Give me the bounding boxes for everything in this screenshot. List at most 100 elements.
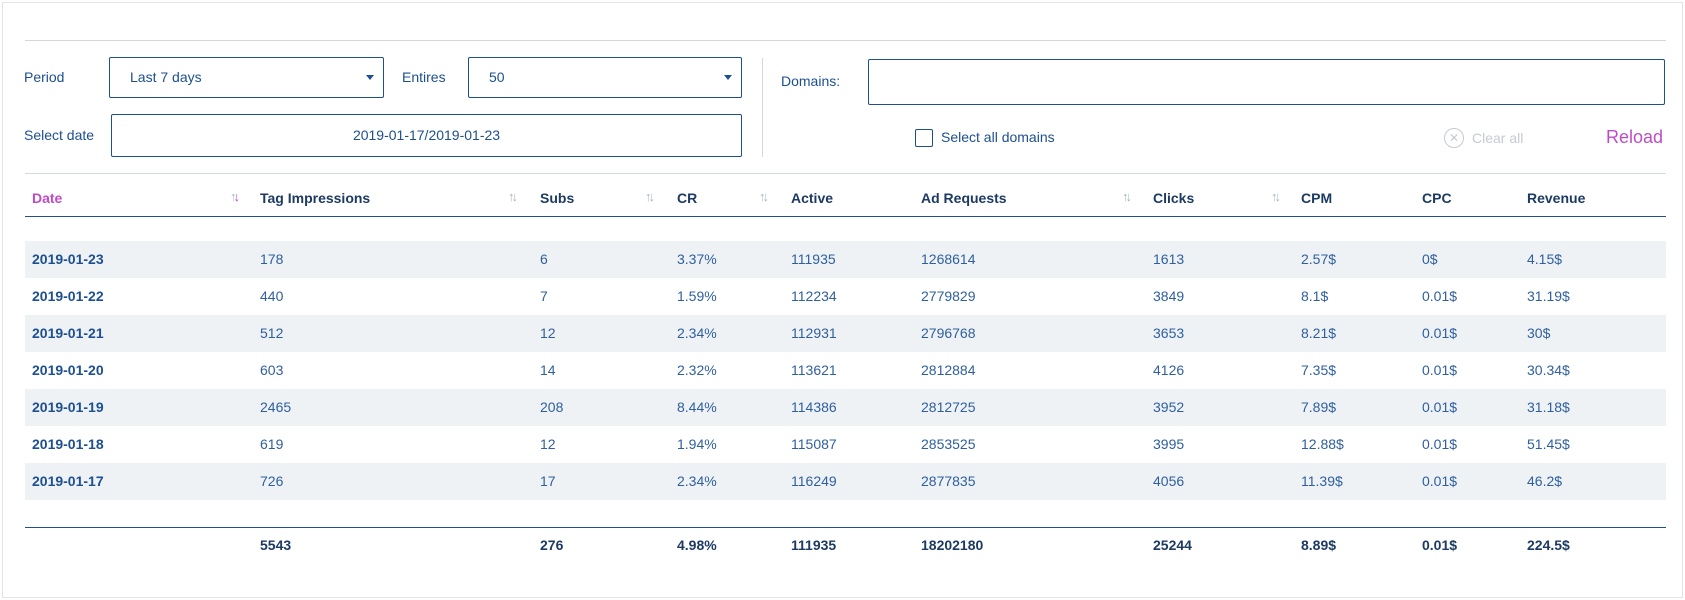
- cell-ad-requests: 2853525: [921, 436, 976, 452]
- select-all-domains-label[interactable]: Select all domains: [941, 129, 1055, 145]
- column-header-subs[interactable]: Subs: [540, 190, 575, 206]
- domains-input[interactable]: [868, 59, 1665, 105]
- column-header-ad-requests[interactable]: Ad Requests: [921, 190, 1007, 206]
- cell-cpc: 0.01$: [1422, 362, 1458, 378]
- cell-revenue: 31.18$: [1527, 399, 1570, 415]
- sort-icon[interactable]: ↑↓: [759, 189, 769, 204]
- cell-cpc: 0.01$: [1422, 288, 1458, 304]
- cell-tag-impressions: 512: [260, 325, 284, 341]
- cell-subs: 17: [540, 473, 556, 489]
- table-top-divider: [25, 173, 1666, 174]
- cell-cpm: 2.57$: [1301, 251, 1337, 267]
- cell-cr: 2.34%: [677, 325, 717, 341]
- table-row: 2019-01-22 440 7 1.59% 112234 2779829 3849 8.1$…: [25, 278, 1666, 315]
- select-date-label: Select date: [24, 127, 95, 143]
- column-header-active: Active: [791, 190, 834, 206]
- cell-cpc: 0.01$: [1422, 473, 1458, 489]
- reload-button[interactable]: Reload: [1606, 127, 1664, 147]
- table-row: 2019-01-20 603 14 2.32% 113621 2812884 4126 7.3…: [25, 352, 1666, 389]
- cell-subs: 7: [540, 288, 548, 304]
- cell-active: 115087: [791, 436, 837, 452]
- cell-date: 2019-01-23: [32, 251, 104, 267]
- cell-cr: 3.37%: [677, 251, 717, 267]
- cell-active: 114386: [791, 399, 837, 415]
- cell-ad-requests: 1268614: [921, 251, 976, 267]
- clear-all-label: Clear all: [1472, 130, 1524, 146]
- date-range-input[interactable]: 2019-01-17/2019-01-23: [111, 114, 742, 157]
- table-header-divider: [25, 216, 1666, 217]
- column-header-clicks[interactable]: Clicks: [1153, 190, 1195, 206]
- column-header-revenue: Revenue: [1527, 190, 1586, 206]
- cell-subs: 6: [540, 251, 548, 267]
- chevron-down-icon: [366, 75, 374, 80]
- total-cpc: 0.01$: [1422, 537, 1458, 553]
- cell-clicks: 3653: [1153, 325, 1185, 341]
- cell-date: 2019-01-22: [32, 288, 104, 304]
- entries-select-value: 50: [489, 69, 505, 85]
- period-select-value: Last 7 days: [130, 69, 202, 85]
- table-row: 2019-01-17 726 17 2.34% 116249 2877835 4056 11.…: [25, 463, 1666, 500]
- cell-revenue: 30$: [1527, 325, 1551, 341]
- cell-ad-requests: 2796768: [921, 325, 976, 341]
- select-all-domains-checkbox[interactable]: [915, 129, 933, 147]
- column-header-tag-impressions[interactable]: Tag Impressions: [260, 190, 371, 206]
- period-select[interactable]: Last 7 days: [109, 57, 384, 98]
- cell-active: 113621: [791, 362, 837, 378]
- cell-date: 2019-01-21: [32, 325, 104, 341]
- period-label: Period: [24, 69, 65, 85]
- cell-subs: 12: [540, 325, 556, 341]
- sort-icon[interactable]: ↑↓: [508, 189, 518, 204]
- total-ad-requests: 18202180: [921, 537, 984, 553]
- table-row: 2019-01-21 512 12 2.34% 112931 2796768 3653 8.2…: [25, 315, 1666, 352]
- table-footer-divider: [25, 527, 1666, 528]
- cell-ad-requests: 2812884: [921, 362, 976, 378]
- cell-revenue: 31.19$: [1527, 288, 1570, 304]
- clear-all-button[interactable]: ✕ Clear all: [1444, 128, 1523, 148]
- cell-revenue: 4.15$: [1527, 251, 1563, 267]
- cell-clicks: 4056: [1153, 473, 1185, 489]
- entries-label: Entires: [402, 69, 446, 85]
- cell-cpm: 7.35$: [1301, 362, 1337, 378]
- cell-cpc: 0.01$: [1422, 436, 1458, 452]
- cell-subs: 14: [540, 362, 556, 378]
- cell-cpm: 7.89$: [1301, 399, 1337, 415]
- cell-clicks: 3849: [1153, 288, 1185, 304]
- cell-tag-impressions: 440: [260, 288, 284, 304]
- cell-date: 2019-01-18: [32, 436, 104, 452]
- cell-clicks: 3952: [1153, 399, 1185, 415]
- cell-active: 116249: [791, 473, 837, 489]
- cell-cr: 1.94%: [677, 436, 717, 452]
- table-row: 2019-01-23 178 6 3.37% 111935 1268614 1613 2.57…: [25, 241, 1666, 278]
- filter-divider: [762, 58, 763, 157]
- cell-cpc: 0.01$: [1422, 325, 1458, 341]
- cell-cpc: 0$: [1422, 251, 1438, 267]
- cell-cr: 2.34%: [677, 473, 717, 489]
- cell-active: 111935: [791, 251, 836, 267]
- total-subs: 276: [540, 537, 564, 553]
- cell-clicks: 4126: [1153, 362, 1185, 378]
- total-tag-impressions: 5543: [260, 537, 292, 553]
- cell-revenue: 30.34$: [1527, 362, 1570, 378]
- cell-ad-requests: 2779829: [921, 288, 976, 304]
- total-revenue: 224.5$: [1527, 537, 1570, 553]
- sort-icon[interactable]: ↑↓: [645, 189, 655, 204]
- chevron-down-icon: [724, 75, 732, 80]
- sort-icon[interactable]: ↑↓: [1122, 189, 1132, 204]
- sort-desc-icon[interactable]: ↑↓: [230, 189, 240, 204]
- column-header-cr[interactable]: CR: [677, 190, 698, 206]
- top-divider: [25, 40, 1666, 41]
- cell-date: 2019-01-19: [32, 399, 104, 415]
- entries-select[interactable]: 50: [468, 57, 742, 98]
- column-header-cpc: CPC: [1422, 190, 1452, 206]
- domains-label: Domains:: [781, 73, 841, 89]
- cell-subs: 12: [540, 436, 556, 452]
- cell-cr: 2.32%: [677, 362, 717, 378]
- column-header-date[interactable]: Date: [32, 190, 63, 206]
- table-row: 2019-01-19 2465 208 8.44% 114386 2812725 3952 7…: [25, 389, 1666, 426]
- cell-tag-impressions: 619: [260, 436, 284, 452]
- cell-cpm: 8.21$: [1301, 325, 1337, 341]
- sort-icon[interactable]: ↑↓: [1271, 189, 1281, 204]
- cell-cr: 1.59%: [677, 288, 717, 304]
- cell-tag-impressions: 178: [260, 251, 284, 267]
